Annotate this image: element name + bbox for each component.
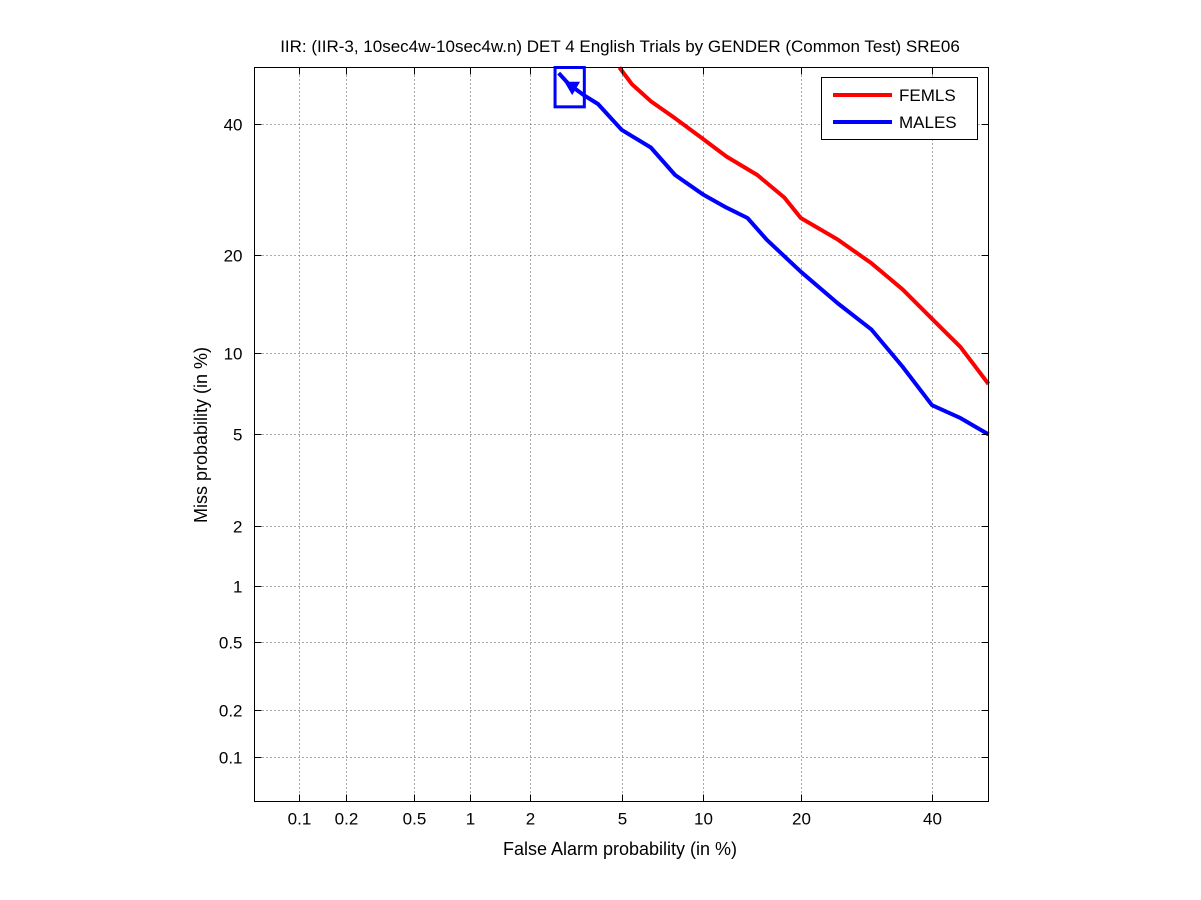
y-tick-label: 0.5 xyxy=(219,634,243,653)
x-axis-label: False Alarm probability (in %) xyxy=(503,839,737,859)
grid-layer xyxy=(254,67,989,802)
x-tick-label: 20 xyxy=(792,810,811,829)
y-tick-label: 5 xyxy=(233,426,242,445)
tick-layer: 0.1 0.2 0.5 1 2 5 10 20 40 0.1 0.2 0.5 1 2 5 10 20 40 xyxy=(219,67,989,829)
legend-box xyxy=(821,77,978,140)
y-tick-label: 20 xyxy=(224,247,243,266)
y-tick-label: 10 xyxy=(224,345,243,364)
plot-frame xyxy=(254,67,989,802)
x-tick-label: 0.2 xyxy=(335,810,359,829)
y-tick-label: 40 xyxy=(224,116,243,135)
y-axis-label: Miss probability (in %) xyxy=(191,347,211,523)
x-tick-label: 5 xyxy=(618,810,627,829)
y-tick-label: 0.1 xyxy=(219,749,243,768)
series-line-males xyxy=(557,71,990,437)
x-tick-label: 0.5 xyxy=(403,810,427,829)
series-line-femls xyxy=(617,66,991,386)
legend: FEMLS MALES xyxy=(821,77,978,140)
x-tick-label: 1 xyxy=(466,810,475,829)
x-tick-label: 0.1 xyxy=(288,810,312,829)
x-tick-label: 10 xyxy=(694,810,713,829)
y-tick-label: 2 xyxy=(233,518,242,537)
series-layer xyxy=(553,66,991,437)
legend-label-femls: FEMLS xyxy=(899,86,956,105)
y-tick-label: 0.2 xyxy=(219,702,243,721)
chart-title: IIR: (IIR-3, 10sec4w-10sec4w.n) DET 4 En… xyxy=(280,37,960,56)
operating-point-marker xyxy=(564,81,581,96)
legend-label-males: MALES xyxy=(899,113,957,132)
x-tick-label: 40 xyxy=(923,810,942,829)
y-tick-label: 1 xyxy=(233,578,242,597)
x-tick-label: 2 xyxy=(526,810,535,829)
